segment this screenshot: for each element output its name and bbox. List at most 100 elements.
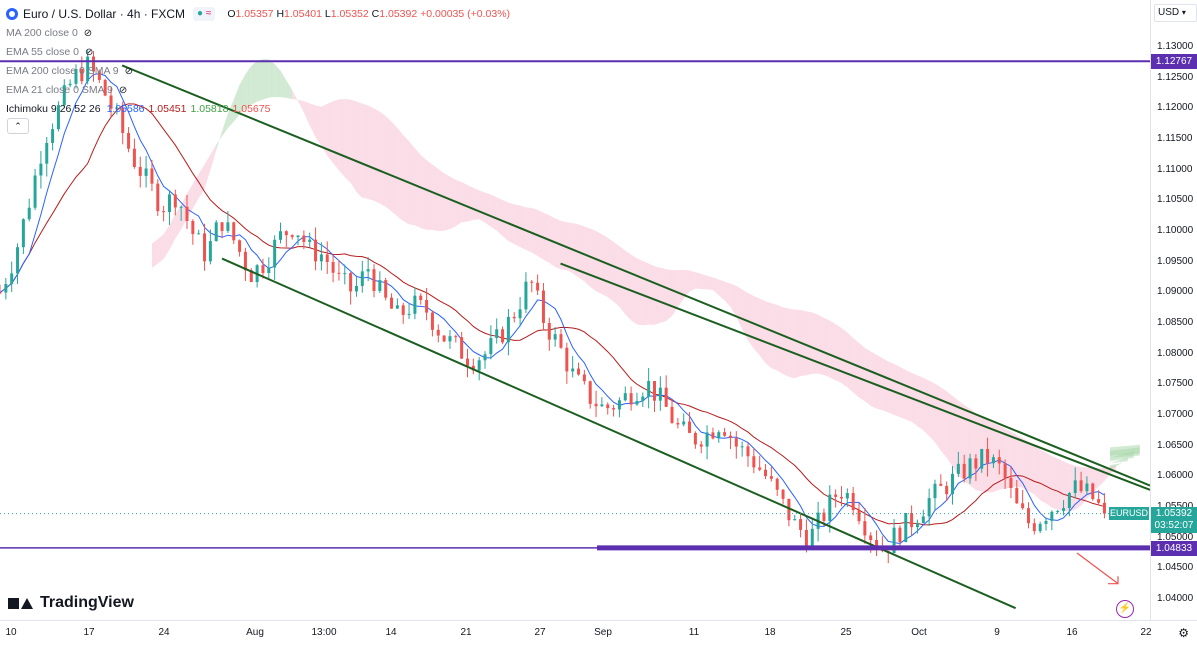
- ichimoku-cloud-segment: [1028, 441, 1035, 495]
- candle-body: [74, 69, 78, 84]
- price-tick-label: 1.04000: [1157, 593, 1194, 604]
- ichimoku-cloud-segment: [596, 230, 602, 294]
- candle-body: [606, 404, 610, 409]
- indicator-row[interactable]: EMA 200 close 0 SMA 9 ⊘: [6, 61, 510, 80]
- candle-body: [623, 393, 627, 401]
- candle-body: [746, 446, 750, 457]
- price-tick-label: 1.08000: [1157, 347, 1194, 359]
- indicator-row[interactable]: MA 200 close 0 ⊘: [6, 23, 510, 42]
- price-tick-label: 1.06500: [1157, 439, 1194, 451]
- ichimoku-cloud-segment: [175, 204, 182, 239]
- candle-body: [1091, 483, 1095, 500]
- time-axis[interactable]: 10 17 24 Aug 13:00 14 21 27 Sep 11 18 25 Oct 9 16 22 ⚙: [0, 620, 1197, 648]
- collapse-legend-button[interactable]: ⌃: [7, 118, 29, 134]
- lightning-icon[interactable]: ⚡: [1116, 600, 1134, 618]
- candle-body: [635, 401, 639, 405]
- level-price-tag-bottom: 1.04833: [1151, 540, 1197, 556]
- candle-body: [898, 527, 902, 542]
- ichimoku-cloud-segment: [975, 413, 982, 492]
- candle-body: [489, 338, 493, 355]
- candle-body: [647, 381, 651, 397]
- ichimoku-cloud-segment: [444, 173, 450, 231]
- candle-body: [717, 432, 721, 439]
- time-tick-label: 17: [83, 627, 95, 638]
- candle-body: [822, 512, 826, 521]
- candle-body: [401, 305, 405, 315]
- ichimoku-cloud-segment: [222, 113, 228, 137]
- price-tick-label: 1.07500: [1157, 378, 1194, 390]
- symbol-price-tag: EURUSD: [1109, 507, 1149, 520]
- ichimoku-cloud-segment: [245, 65, 252, 110]
- symbol-title[interactable]: Euro / U.S. Dollar · 4h · FXCM: [23, 6, 186, 21]
- ichimoku-cloud-segment: [724, 281, 731, 307]
- ichimoku-tenkan-value: 1.05586: [106, 102, 145, 115]
- candle-body: [974, 458, 978, 469]
- candle-body: [582, 374, 586, 382]
- candle-body: [541, 290, 545, 323]
- candle-body: [530, 281, 534, 283]
- tradingview-logo-text: TradingView: [40, 594, 134, 611]
- candle-body: [1021, 503, 1025, 509]
- market-status-badge[interactable]: ● ≈: [193, 6, 216, 21]
- ichimoku-cloud-segment: [613, 241, 620, 307]
- ichimoku-cloud-segment: [917, 375, 924, 431]
- ichimoku-cloud-segment: [274, 64, 281, 98]
- currency-selector[interactable]: USD ▾: [1154, 4, 1197, 22]
- candle-body: [191, 220, 195, 235]
- ichimoku-cloud-segment: [625, 250, 632, 321]
- candle-body: [337, 272, 341, 274]
- ichimoku-cloud-segment: [958, 400, 965, 482]
- candle-body: [962, 463, 966, 479]
- gear-icon[interactable]: ⚙: [1178, 626, 1189, 640]
- candle-body: [1102, 502, 1106, 514]
- candle-body: [1038, 523, 1042, 532]
- candle-body: [711, 432, 715, 439]
- tradingview-logo[interactable]: TradingView: [8, 594, 134, 612]
- hidden-eye-icon[interactable]: ⊘: [84, 46, 94, 58]
- ichimoku-cloud-segment: [870, 351, 877, 409]
- candle-body: [27, 207, 31, 220]
- candle-body: [869, 535, 873, 541]
- indicator-row[interactable]: EMA 21 close 0 SMA 9 ⊘: [6, 80, 510, 99]
- ichimoku-cloud-segment: [841, 327, 848, 388]
- ichimoku-row[interactable]: Ichimoku 9 26 52 26 1.05586 1.05451 1.05…: [6, 99, 510, 118]
- ichimoku-cloud-segment: [257, 59, 263, 102]
- hidden-eye-icon[interactable]: ⊘: [83, 27, 93, 39]
- price-tick-label: 1.10500: [1157, 194, 1194, 206]
- candle-body: [302, 235, 306, 242]
- bar-countdown: 03:52:07: [1154, 519, 1194, 531]
- candle-body: [617, 400, 621, 410]
- price-tick-label: 1.09500: [1157, 255, 1194, 267]
- price-axis[interactable]: 1.13000 1.12500 1.12000 1.11500 1.11000 1.105…: [1150, 0, 1197, 620]
- candle-body: [518, 309, 522, 319]
- candle-body: [699, 444, 703, 447]
- candle-body: [162, 211, 166, 213]
- price-tick-label: 1.11000: [1157, 163, 1193, 175]
- indicator-label: MA 200 close 0: [6, 26, 78, 39]
- candle-body: [553, 334, 557, 340]
- ichimoku-cloud-segment: [642, 260, 649, 326]
- ichimoku-cloud-segment: [496, 197, 503, 237]
- candle-body: [471, 365, 475, 371]
- chart-area[interactable]: [0, 0, 1151, 620]
- candle-body: [670, 406, 674, 423]
- ichimoku-cloud-segment: [449, 176, 456, 230]
- candle-body: [86, 56, 90, 82]
- hidden-eye-icon[interactable]: ⊘: [124, 65, 134, 77]
- price-tick-label: 1.10000: [1157, 225, 1194, 236]
- candle-body: [547, 322, 551, 340]
- candle-body: [378, 280, 382, 291]
- price-tick-label: 1.06000: [1157, 470, 1194, 482]
- ichimoku-cloud-segment: [899, 366, 906, 420]
- hidden-eye-icon[interactable]: ⊘: [118, 84, 128, 96]
- time-tick-label: 9: [994, 627, 1000, 638]
- price-tick-label: 1.13000: [1157, 41, 1194, 52]
- ichimoku-cloud-segment: [315, 105, 322, 146]
- candle-body: [495, 329, 499, 339]
- price-chart[interactable]: [0, 0, 1151, 620]
- candle-body: [688, 421, 692, 433]
- candle-body: [740, 446, 744, 448]
- candle-body: [483, 354, 487, 361]
- indicator-row[interactable]: EMA 55 close 0 ⊘: [6, 42, 510, 61]
- candle-body: [892, 527, 896, 554]
